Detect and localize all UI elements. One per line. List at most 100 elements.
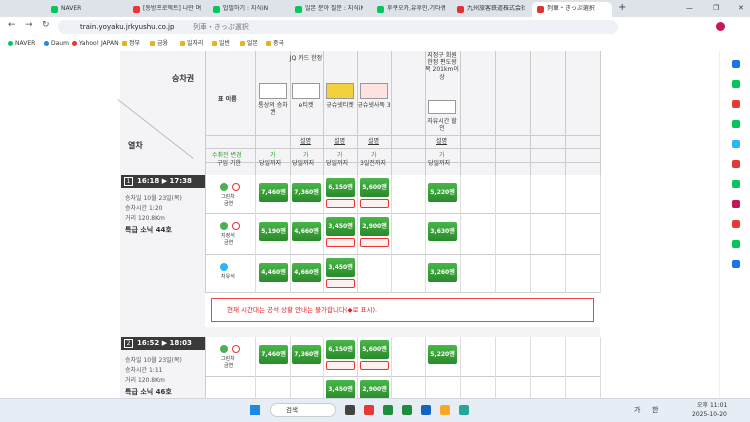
bookmark-icon [240,41,245,46]
price-button[interactable]: 3,260엔 [428,263,457,282]
price-button[interactable]: 6,150엔 [326,178,355,197]
price-button[interactable]: 2,900엔 [360,217,389,236]
column-line [255,377,256,398]
ticket-note: JQ 카드 한정 [289,55,323,62]
column-line [357,51,358,175]
ticket-name: e티켓 [298,102,314,109]
price-button[interactable]: 7,360엔 [292,183,321,202]
sidebar-icon[interactable] [732,160,740,168]
column-line [323,377,324,398]
price-button[interactable]: 5,190엔 [259,222,288,241]
ime-indicator[interactable]: 가 [634,406,641,414]
price-button[interactable]: 5,220엔 [428,345,457,364]
start[interactable] [250,405,260,415]
column-line [255,214,256,255]
window-control[interactable]: ✕ [738,4,744,12]
ticket-link[interactable]: 설명 [368,138,380,145]
profile[interactable] [716,22,725,31]
taskbar-app[interactable] [364,405,374,415]
class-name: 자유석 [221,274,235,280]
price-button[interactable]: 4,460엔 [259,263,288,282]
price-button[interactable]: 7,360엔 [292,345,321,364]
column-line [600,214,601,255]
sidebar-icon[interactable] [732,80,740,88]
tab[interactable]: 九州旅客鉄道株式会社 [452,2,532,17]
scrollbar [719,51,720,398]
price-button[interactable]: 5,220엔 [428,183,457,202]
bookmark[interactable]: Daum [51,40,69,47]
address-bar[interactable]: train.yoyaku.jrkyushu.co.jp 列車・きっぷ選択 [58,20,618,34]
column-line [530,51,531,175]
ticket-link[interactable]: 설명 [300,138,312,145]
taskbar-app[interactable] [440,405,450,415]
ime-indicator[interactable]: 한 [652,406,659,414]
bookmark[interactable]: 중국 [273,40,285,47]
nav-button[interactable]: ← [8,20,16,30]
column-line [391,377,392,398]
sidebar-icon[interactable] [732,200,740,208]
train-info: 거리 120.8Km [125,377,165,384]
tab[interactable]: 후쿠오카,유후인,기타큐 [372,2,452,17]
sidebar-icon[interactable] [732,120,740,128]
ticket-link[interactable]: 설명 [334,138,346,145]
price-button[interactable]: 5,600엔 [360,178,389,197]
new-tab[interactable]: + [618,2,627,13]
column-line [255,255,256,293]
bookmark[interactable]: 일자리 [187,40,204,47]
bookmark-icon [212,41,217,46]
column-line [425,255,426,293]
deadline-mark: 가 [303,152,309,159]
price-button[interactable]: 3,450엔 [326,258,355,277]
nosmoke-icon [232,345,240,353]
taskbar-app[interactable] [421,405,431,415]
url: train.yoyaku.jrkyushu.co.jp [80,23,175,31]
train-info: 승차시간 1:20 [125,205,163,212]
taskbar-app[interactable] [383,405,393,415]
bookmark[interactable]: 금융 [157,40,169,47]
taskbar-app[interactable] [459,405,469,415]
sidebar-icon[interactable] [732,100,740,108]
tab[interactable]: [동방프로젝트] 나만 며 [128,2,208,17]
ticket-logo [428,100,456,114]
taskbar-app[interactable] [402,405,412,415]
tab[interactable]: 밥벌하기 : 지식iN [208,2,288,17]
bookmark[interactable]: 일본 [247,40,259,47]
search-box[interactable]: 검색 [270,403,336,417]
price-button[interactable]: 7,460엔 [259,183,288,202]
sidebar-icon[interactable] [732,240,740,248]
taskbar-app[interactable] [345,405,355,415]
train-name: 특급 소닉 44호 [125,226,172,234]
ticket-link[interactable]: 설명 [436,138,448,145]
window-control[interactable]: ❐ [713,4,720,12]
sidebar-icon[interactable] [732,140,740,148]
tab[interactable]: 列車・きっぷ選択 [532,2,612,17]
price-button[interactable]: 5,600엔 [360,340,389,359]
price-button[interactable]: 2,900엔 [360,380,389,398]
price-button[interactable]: 3,630엔 [428,222,457,241]
tab[interactable]: 일본 분야 질문 : 지식iN [290,2,370,17]
train-header: 열차 [128,141,143,150]
tab-icon [213,6,220,13]
bookmark[interactable]: NAVER [15,40,36,47]
bookmark[interactable]: 정부 [129,40,141,47]
price-button[interactable]: 4,660엔 [292,263,321,282]
train-bar: 1 16:18 ▶ 17:38 [121,175,205,188]
price-button[interactable]: 3,450엔 [326,217,355,236]
bookmark[interactable]: 일반 [219,40,231,47]
sidebar-icon[interactable] [732,180,740,188]
tab[interactable]: NAVER [46,2,126,17]
tab-icon [457,6,464,13]
price-button[interactable]: 7,460엔 [259,345,288,364]
sidebar-icon[interactable] [732,60,740,68]
price-button[interactable]: 3,450엔 [326,380,355,398]
sidebar-icon[interactable] [732,220,740,228]
column-line [530,255,531,293]
nav-button[interactable]: ↻ [42,20,50,30]
bookmark[interactable]: Yahoo! JAPAN [79,40,119,47]
price-button[interactable]: 6,150엔 [326,340,355,359]
sidebar-icon[interactable] [732,260,740,268]
deadline: 당일까지 [428,160,451,167]
nav-button[interactable]: → [25,20,33,30]
window-control[interactable]: — [686,4,693,12]
price-button[interactable]: 4,660엔 [292,222,321,241]
